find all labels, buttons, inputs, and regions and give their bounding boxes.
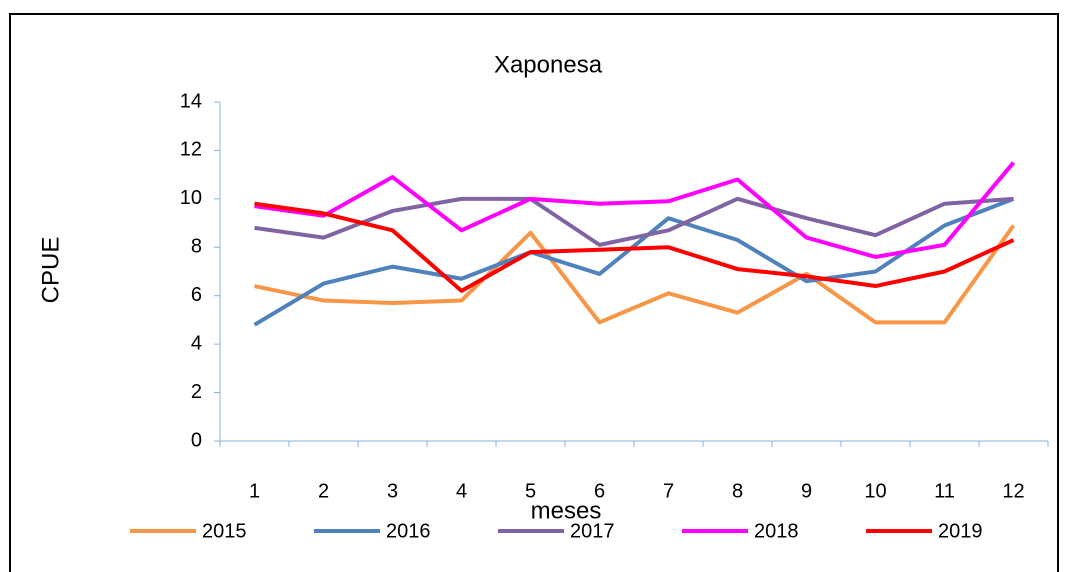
x-tick-label: 7 [663,480,674,502]
y-tick-label: 10 [180,187,202,209]
y-tick-label: 14 [180,90,202,112]
series-line [253,196,1015,327]
x-tick-label: 1 [249,480,260,502]
y-tick-label: 0 [191,429,202,451]
legend-label: 2017 [570,520,615,542]
y-tick-label: 12 [180,139,202,161]
y-axis-label: CPUE [37,237,64,304]
y-tick-label: 4 [191,332,202,354]
x-tick-label: 11 [934,480,955,502]
x-axis-label: meses [531,497,602,524]
x-tick-label: 4 [456,480,467,502]
y-tick-label: 8 [191,236,202,258]
series-line [254,201,1015,293]
y-tick-label: 6 [191,284,202,306]
legend-label: 2015 [202,520,247,542]
series-line [254,161,1016,259]
series-line [254,196,1014,247]
frame [9,13,1059,572]
legend-label: 2019 [938,520,983,542]
chart-title: Xaponesa [494,51,603,78]
x-tick-label: 12 [1002,480,1024,502]
legend-label: 2018 [754,520,799,542]
x-tick-label: 6 [594,480,605,502]
x-tick-label: 2 [318,480,329,502]
x-tick-label: 3 [387,480,398,502]
x-tick-label: 8 [732,480,743,502]
series-line [254,224,1016,325]
x-tick-label: 9 [801,480,812,502]
legend-label: 2016 [386,520,431,542]
x-tick-label: 5 [525,480,536,502]
x-tick-label: 10 [864,480,886,502]
y-tick-label: 2 [191,381,202,403]
